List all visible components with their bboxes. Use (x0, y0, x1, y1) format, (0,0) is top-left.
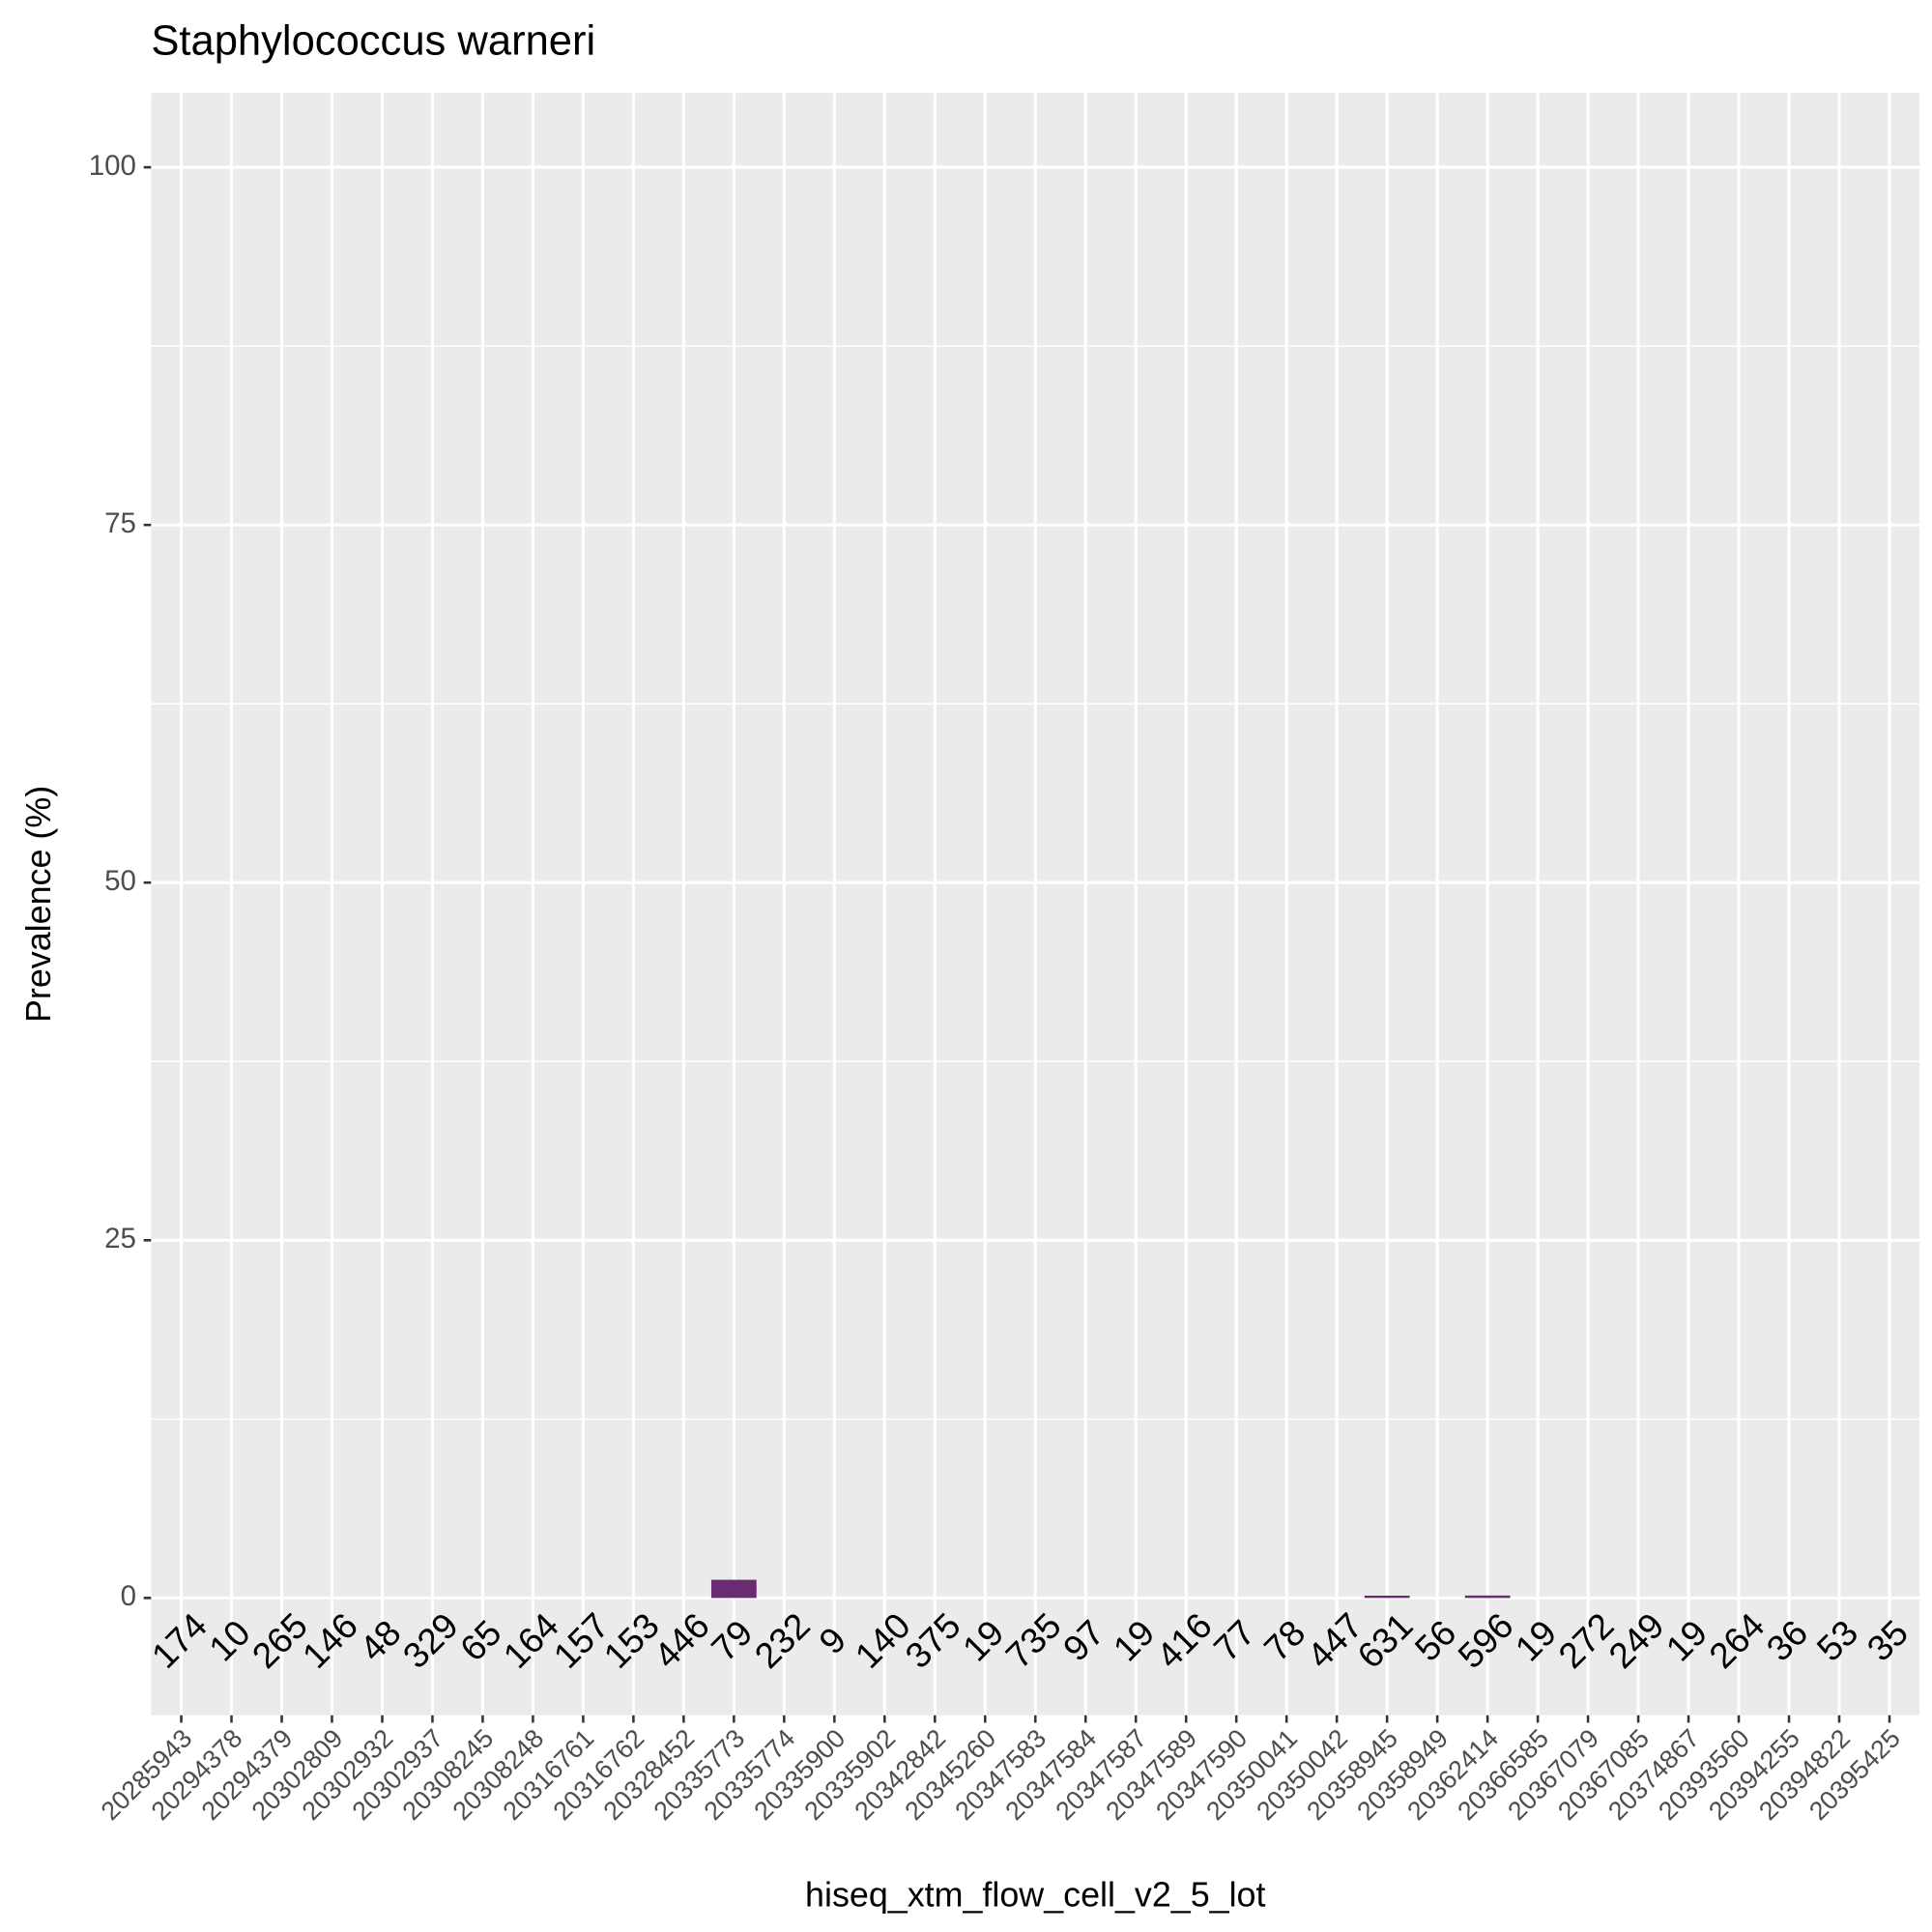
bar (1364, 1596, 1410, 1599)
x-axis-label: hiseq_xtm_flow_cell_v2_5_lot (805, 1876, 1265, 1915)
bar (710, 1579, 757, 1599)
y-tick-label: 100 (89, 150, 136, 182)
y-tick-label: 75 (104, 507, 136, 539)
bar (1464, 1595, 1511, 1599)
chart-title: Staphylococcus warneri (151, 17, 595, 64)
y-tick-label: 25 (104, 1223, 136, 1254)
y-axis-label: Prevalence (%) (19, 786, 58, 1023)
y-tick-label: 50 (104, 865, 136, 897)
y-tick-label: 0 (121, 1580, 136, 1612)
